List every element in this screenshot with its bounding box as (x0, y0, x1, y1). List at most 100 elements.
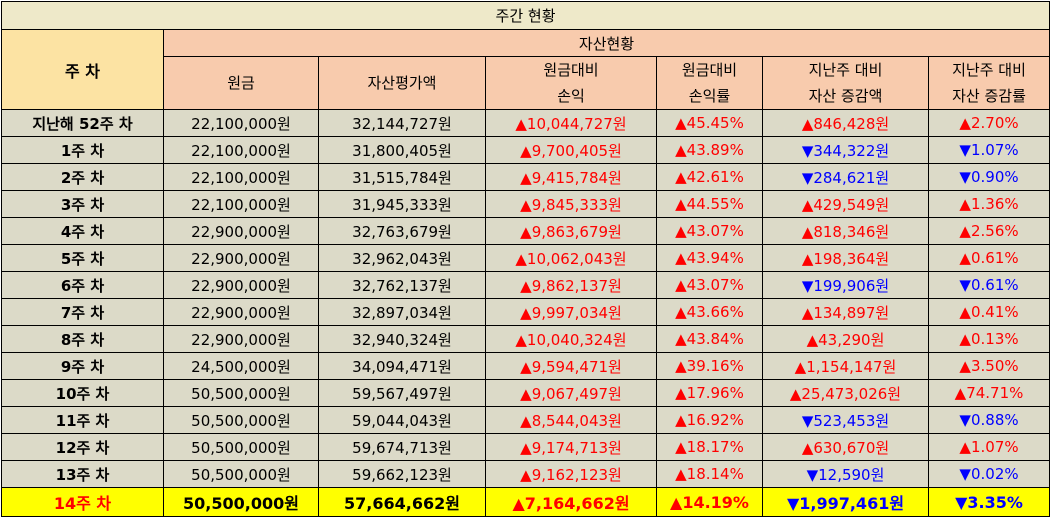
asset-value-cell: 59,674,713원 (318, 433, 486, 461)
profit-rate-cell: ▲43.94% (656, 244, 763, 272)
weekly-rate-cell: ▼0.88% (927, 406, 1050, 434)
table-row: 6주 차 22,900,000원 32,762,137원 ▲9,862,137원 ▲43… (1, 271, 1050, 299)
weekly-change-cell: ▲1,154,147원 (762, 352, 929, 380)
weekly-change-cell: ▼199,906원 (762, 271, 929, 299)
week-cell: 11주 차 (1, 406, 164, 434)
profit-rate-cell: ▲14.19% (656, 487, 763, 517)
weekly-rate-cell: ▲74.71% (927, 379, 1050, 407)
profit-rate-cell: ▲43.89% (656, 136, 763, 164)
table-row: 7주 차 22,900,000원 32,897,034원 ▲9,997,034원 ▲43… (1, 298, 1050, 326)
profit-cell: ▲9,067,497원 (485, 379, 657, 407)
profit-rate-cell: ▲44.55% (656, 190, 763, 218)
week-cell: 8주 차 (1, 325, 164, 353)
column-header-line2: 자산 증감액 (808, 87, 883, 105)
asset-value-cell: 31,945,333원 (318, 190, 486, 218)
asset-value-cell: 59,567,497원 (318, 379, 486, 407)
table-row: 지난해 52주 차 22,100,000원 32,144,727원 ▲10,044,7… (1, 109, 1050, 137)
current-week-row: 14주 차 50,500,000원 57,664,662원 ▲7,164,662원 ▲1… (1, 487, 1050, 517)
asset-value-cell: 31,515,784원 (318, 163, 486, 191)
column-header-line1: 지난주 대비 (808, 61, 883, 79)
weekly-rate-cell: ▲3.50% (927, 352, 1050, 380)
asset-value-cell: 32,940,324원 (318, 325, 486, 353)
asset-status-header: 자산현황 (162, 29, 1050, 57)
weekly-change-cell: ▲429,549원 (762, 190, 929, 218)
principal-cell: 22,900,000원 (163, 325, 319, 353)
asset-value-cell: 59,044,043원 (318, 406, 486, 434)
profit-rate-cell: ▲43.84% (656, 325, 763, 353)
weekly-rate-cell: ▲1.07% (927, 433, 1050, 461)
weekly-rate-cell: ▲0.13% (927, 325, 1050, 353)
asset-value-cell: 32,144,727원 (318, 109, 486, 137)
principal-cell: 22,900,000원 (163, 298, 319, 326)
week-header: 주 차 (1, 29, 164, 110)
column-header: 원금대비 손익 (485, 56, 657, 110)
column-header-line2: 손익 (557, 87, 585, 105)
profit-cell: ▲9,594,471원 (485, 352, 657, 380)
table-row: 8주 차 22,900,000원 32,940,324원 ▲10,040,324원 ▲4… (1, 325, 1050, 353)
profit-cell: ▲8,544,043원 (485, 406, 657, 434)
column-header-line1: 지난주 대비 (952, 61, 1026, 79)
table-row: 3주 차 22,100,000원 31,945,333원 ▲9,845,333원 ▲44… (1, 190, 1050, 218)
profit-rate-cell: ▲18.17% (656, 433, 763, 461)
principal-cell: 22,100,000원 (163, 163, 319, 191)
column-header-line2: 손익률 (688, 87, 731, 105)
weekly-rate-cell: ▼3.35% (927, 487, 1050, 517)
profit-rate-cell: ▲18.14% (656, 460, 763, 488)
profit-cell: ▲9,700,405원 (485, 136, 657, 164)
column-header: 원금대비 손익률 (656, 56, 763, 110)
weekly-change-cell: ▼523,453원 (762, 406, 929, 434)
profit-cell: ▲7,164,662원 (485, 487, 657, 517)
week-cell: 6주 차 (1, 271, 164, 299)
table-row: 10주 차 50,500,000원 59,567,497원 ▲9,067,497원 ▲1… (1, 379, 1050, 407)
profit-cell: ▲9,174,713원 (485, 433, 657, 461)
week-cell: 2주 차 (1, 163, 164, 191)
table-row: 9주 차 24,500,000원 34,094,471원 ▲9,594,471원 ▲39… (1, 352, 1050, 380)
profit-cell: ▲10,044,727원 (485, 109, 657, 137)
principal-cell: 22,900,000원 (163, 244, 319, 272)
weekly-rate-cell: ▼0.61% (927, 271, 1050, 299)
table-row: 12주 차 50,500,000원 59,674,713원 ▲9,174,713원 ▲1… (1, 433, 1050, 461)
asset-value-cell: 32,962,043원 (318, 244, 486, 272)
weekly-rate-cell: ▼0.02% (927, 460, 1050, 488)
profit-rate-cell: ▲39.16% (656, 352, 763, 380)
week-cell: 10주 차 (1, 379, 164, 407)
profit-rate-cell: ▲45.45% (656, 109, 763, 137)
weekly-rate-cell: ▼1.07% (927, 136, 1050, 164)
weekly-rate-cell: ▲0.41% (927, 298, 1050, 326)
column-header-line2: 자산 증감률 (952, 87, 1026, 105)
principal-cell: 24,500,000원 (163, 352, 319, 380)
week-cell: 지난해 52주 차 (1, 109, 164, 137)
profit-rate-cell: ▲43.07% (656, 217, 763, 245)
table-row: 2주 차 22,100,000원 31,515,784원 ▲9,415,784원 ▲42… (1, 163, 1050, 191)
profit-cell: ▲9,162,123원 (485, 460, 657, 488)
asset-value-cell: 32,763,679원 (318, 217, 486, 245)
weekly-change-cell: ▼1,997,461원 (762, 487, 929, 517)
weekly-change-cell: ▲198,364원 (762, 244, 929, 272)
profit-rate-cell: ▲42.61% (656, 163, 763, 191)
weekly-change-cell: ▲818,346원 (762, 217, 929, 245)
profit-rate-cell: ▲16.92% (656, 406, 763, 434)
asset-value-cell: 31,800,405원 (318, 136, 486, 164)
table-row: 4주 차 22,900,000원 32,763,679원 ▲9,863,679원 ▲43… (1, 217, 1050, 245)
weekly-change-cell: ▲25,473,026원 (762, 379, 929, 407)
weekly-rate-cell: ▲1.36% (927, 190, 1050, 218)
week-cell: 5주 차 (1, 244, 164, 272)
profit-rate-cell: ▲43.07% (656, 271, 763, 299)
table-row: 11주 차 50,500,000원 59,044,043원 ▲8,544,043원 ▲1… (1, 406, 1050, 434)
principal-cell: 50,500,000원 (163, 379, 319, 407)
weekly-change-cell: ▲134,897원 (762, 298, 929, 326)
table-row: 13주 차 50,500,000원 59,662,123원 ▲9,162,123원 ▲1… (1, 460, 1050, 488)
week-cell: 4주 차 (1, 217, 164, 245)
week-cell: 13주 차 (1, 460, 164, 488)
weekly-change-cell: ▲43,290원 (762, 325, 929, 353)
weekly-rate-cell: ▼0.90% (927, 163, 1050, 191)
weekly-rate-cell: ▲2.70% (927, 109, 1050, 137)
asset-value-cell: 59,662,123원 (318, 460, 486, 488)
profit-cell: ▲9,997,034원 (485, 298, 657, 326)
principal-cell: 22,100,000원 (163, 190, 319, 218)
profit-cell: ▲9,415,784원 (485, 163, 657, 191)
principal-cell: 22,100,000원 (163, 136, 319, 164)
